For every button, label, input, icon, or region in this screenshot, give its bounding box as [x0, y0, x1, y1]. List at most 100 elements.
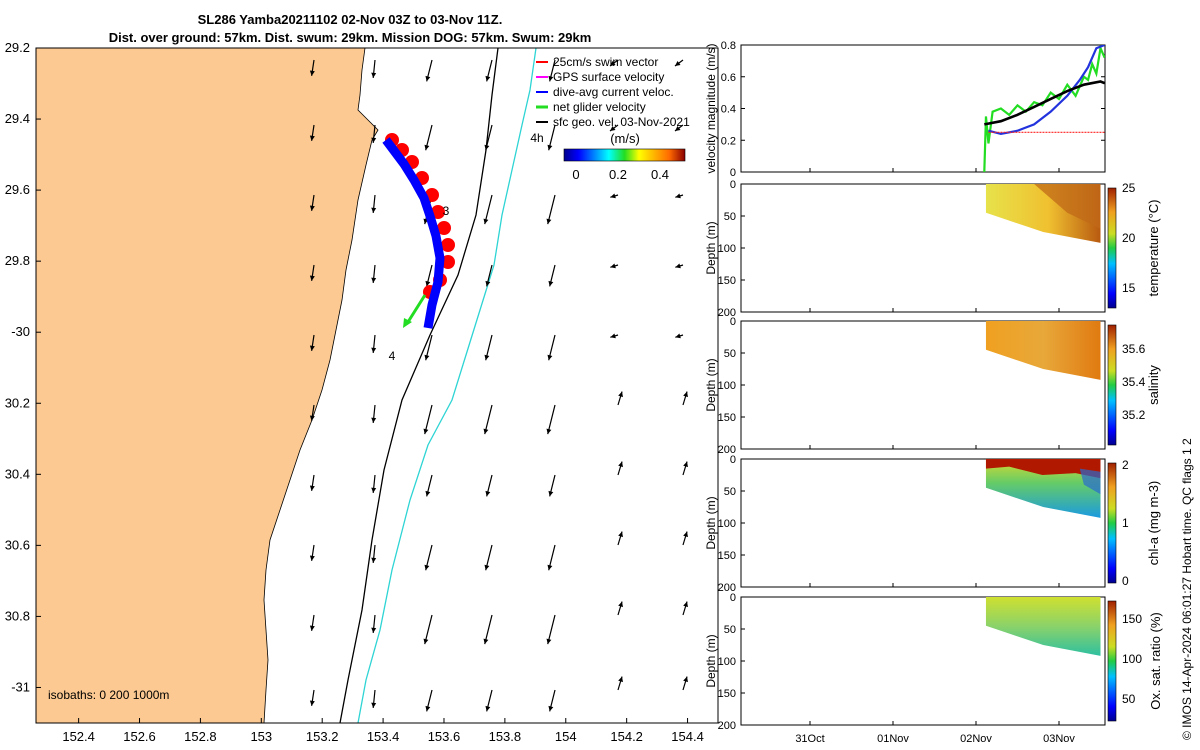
- depth-tick-label: 50: [724, 486, 736, 498]
- surface-velocity-arrow-head: [485, 490, 491, 497]
- colorbar-tick-label: 150: [1122, 612, 1142, 626]
- surface-velocity-arrow-head: [425, 705, 431, 712]
- title-line-2: Dist. over ground: 57km. Dist. swum: 29k…: [108, 30, 592, 45]
- surface-velocity-arrow-head: [371, 702, 377, 708]
- colorbar-tick-label: 50: [1122, 692, 1136, 706]
- surface-velocity-arrow-head: [371, 557, 377, 563]
- depth-tick-label: 100: [718, 380, 736, 392]
- surface-velocity-arrow-head: [675, 333, 681, 339]
- swim-vector-cluster: [437, 221, 451, 235]
- colorbar-label: salinity: [1146, 365, 1161, 405]
- profile-panel-chl-a: 0 50 100 150 200 Depth (m) 2 1 0 chl-a (mg m-3): [704, 454, 1161, 594]
- surface-velocity-arrow-head: [675, 126, 681, 131]
- map-ytick-label: 30.4: [5, 466, 30, 481]
- profile-panel-temperature: 0 50 100 150 200 Depth (m) 25 20 15 temperature (…: [704, 179, 1161, 319]
- depth-tick-label: 0: [730, 179, 736, 191]
- depth-axis-label: Depth (m): [704, 221, 718, 274]
- surface-velocity-arrow-head: [548, 705, 554, 712]
- surface-velocity-arrow-head: [309, 625, 315, 631]
- surface-velocity-arrow-head: [547, 354, 553, 361]
- surface-velocity-arrow: [484, 614, 493, 645]
- surface-velocity-arrow-head: [425, 75, 431, 82]
- depth-tick-label: 50: [724, 348, 736, 360]
- surface-velocity-arrow: [424, 614, 433, 645]
- surface-velocity-arrow-head: [683, 531, 688, 538]
- chla-low: [1079, 468, 1101, 495]
- surface-velocity-arrow-head: [547, 564, 553, 571]
- profile-swath: [985, 459, 1101, 518]
- velocity-ytick-label: 0: [730, 167, 736, 179]
- surface-velocity-arrow: [547, 194, 556, 225]
- legend-entry: net glider velocity: [553, 100, 646, 114]
- velocity-ylabel: velocity magnitude (m/s): [704, 43, 718, 173]
- velocity-frame: [740, 44, 1106, 173]
- colorbar-tick-label: 35.2: [1122, 408, 1146, 422]
- warm-core: [1034, 184, 1101, 229]
- velocity-line-black: [984, 80, 1105, 126]
- colorbar-tick-label: 0.4: [651, 167, 669, 182]
- map-ytick-label: -30: [11, 324, 30, 339]
- surface-velocity-arrow-head: [309, 135, 315, 141]
- legend-entry: 25cm/s swim vector: [553, 55, 658, 69]
- map-xtick-label: 153.4: [367, 729, 400, 744]
- surface-velocity-arrow-head: [425, 280, 431, 287]
- map-annotation: 3: [443, 204, 450, 218]
- surface-velocity-arrow-head: [618, 391, 623, 398]
- velocity-ytick-label: 0.6: [721, 72, 736, 84]
- surface-velocity-arrow-head: [675, 263, 681, 269]
- surface-velocity-arrow-head: [371, 627, 377, 633]
- map-xtick-label: 154: [555, 729, 577, 744]
- map-xtick-label: 154.4: [671, 729, 704, 744]
- surface-velocity-arrow-head: [548, 280, 554, 287]
- surface-velocity-arrow-head: [483, 428, 489, 435]
- depth-tick-label: 0: [730, 592, 736, 604]
- depth-axis-label: Depth (m): [704, 634, 718, 687]
- surface-velocity-arrow-head: [610, 333, 616, 339]
- map-xtick-label: 152.8: [184, 729, 217, 744]
- net-glider-velocity-head: [403, 318, 412, 328]
- colorbar-tick-label: 100: [1122, 652, 1142, 666]
- swim-vector-cluster: [441, 238, 455, 252]
- surface-velocity-arrow-head: [424, 564, 430, 571]
- isobaths-label: isobaths: 0 200 1000m: [48, 688, 169, 702]
- map-xtick-label: 152.6: [123, 729, 156, 744]
- title-line-1: SL286 Yamba20211102 02-Nov 03Z to 03-Nov…: [197, 12, 503, 27]
- depth-tick-label: 200: [718, 444, 736, 456]
- depth-tick-label: 150: [718, 550, 736, 562]
- colorbar-tick-label: 1: [1122, 516, 1129, 530]
- map-annotation: 4: [389, 349, 396, 363]
- legend-entry: GPS surface velocity: [553, 70, 664, 84]
- surface-velocity-arrow-head: [546, 218, 552, 225]
- map-ytick-label: 30.8: [5, 608, 30, 623]
- surface-velocity-arrow-head: [371, 137, 377, 143]
- depth-tick-label: 150: [718, 412, 736, 424]
- velocity-series: [983, 45, 1105, 172]
- colorbar-label: chl-a (mg m-3): [1146, 481, 1161, 566]
- surface-velocity-arrow-head: [610, 61, 616, 66]
- legend-entry: sfc geo. vel. 03-Nov-2021: [553, 115, 690, 129]
- depth-tick-label: 150: [718, 688, 736, 700]
- surface-velocity-arrow-head: [485, 280, 491, 287]
- surface-velocity-arrow-head: [424, 144, 430, 151]
- profile-colorbar: [1107, 324, 1117, 446]
- depth-tick-label: 50: [724, 211, 736, 223]
- depth-tick-label: 200: [718, 307, 736, 319]
- map-frame: [35, 47, 719, 724]
- surface-velocity-arrow-head: [483, 638, 489, 645]
- surface-velocity-arrow-head: [683, 676, 688, 683]
- colorbar-tick-label: 2: [1122, 458, 1129, 472]
- surface-velocity-arrow-head: [610, 193, 616, 199]
- profile-colorbar: [1107, 600, 1117, 722]
- surface-velocity-arrow-head: [610, 263, 616, 269]
- surface-velocity-arrow-head: [309, 485, 315, 491]
- surface-velocity-arrow-head: [683, 601, 688, 608]
- depth-tick-label: 0: [730, 454, 736, 466]
- swim-vector-cluster: [441, 255, 455, 269]
- map-xtick-label: 153.8: [489, 729, 522, 744]
- surface-velocity-arrow-head: [309, 345, 315, 351]
- depth-tick-label: 200: [718, 720, 736, 732]
- depth-tick-label: 150: [718, 275, 736, 287]
- isobath-200m: [339, 48, 499, 723]
- surface-velocity-arrow-head: [371, 277, 377, 283]
